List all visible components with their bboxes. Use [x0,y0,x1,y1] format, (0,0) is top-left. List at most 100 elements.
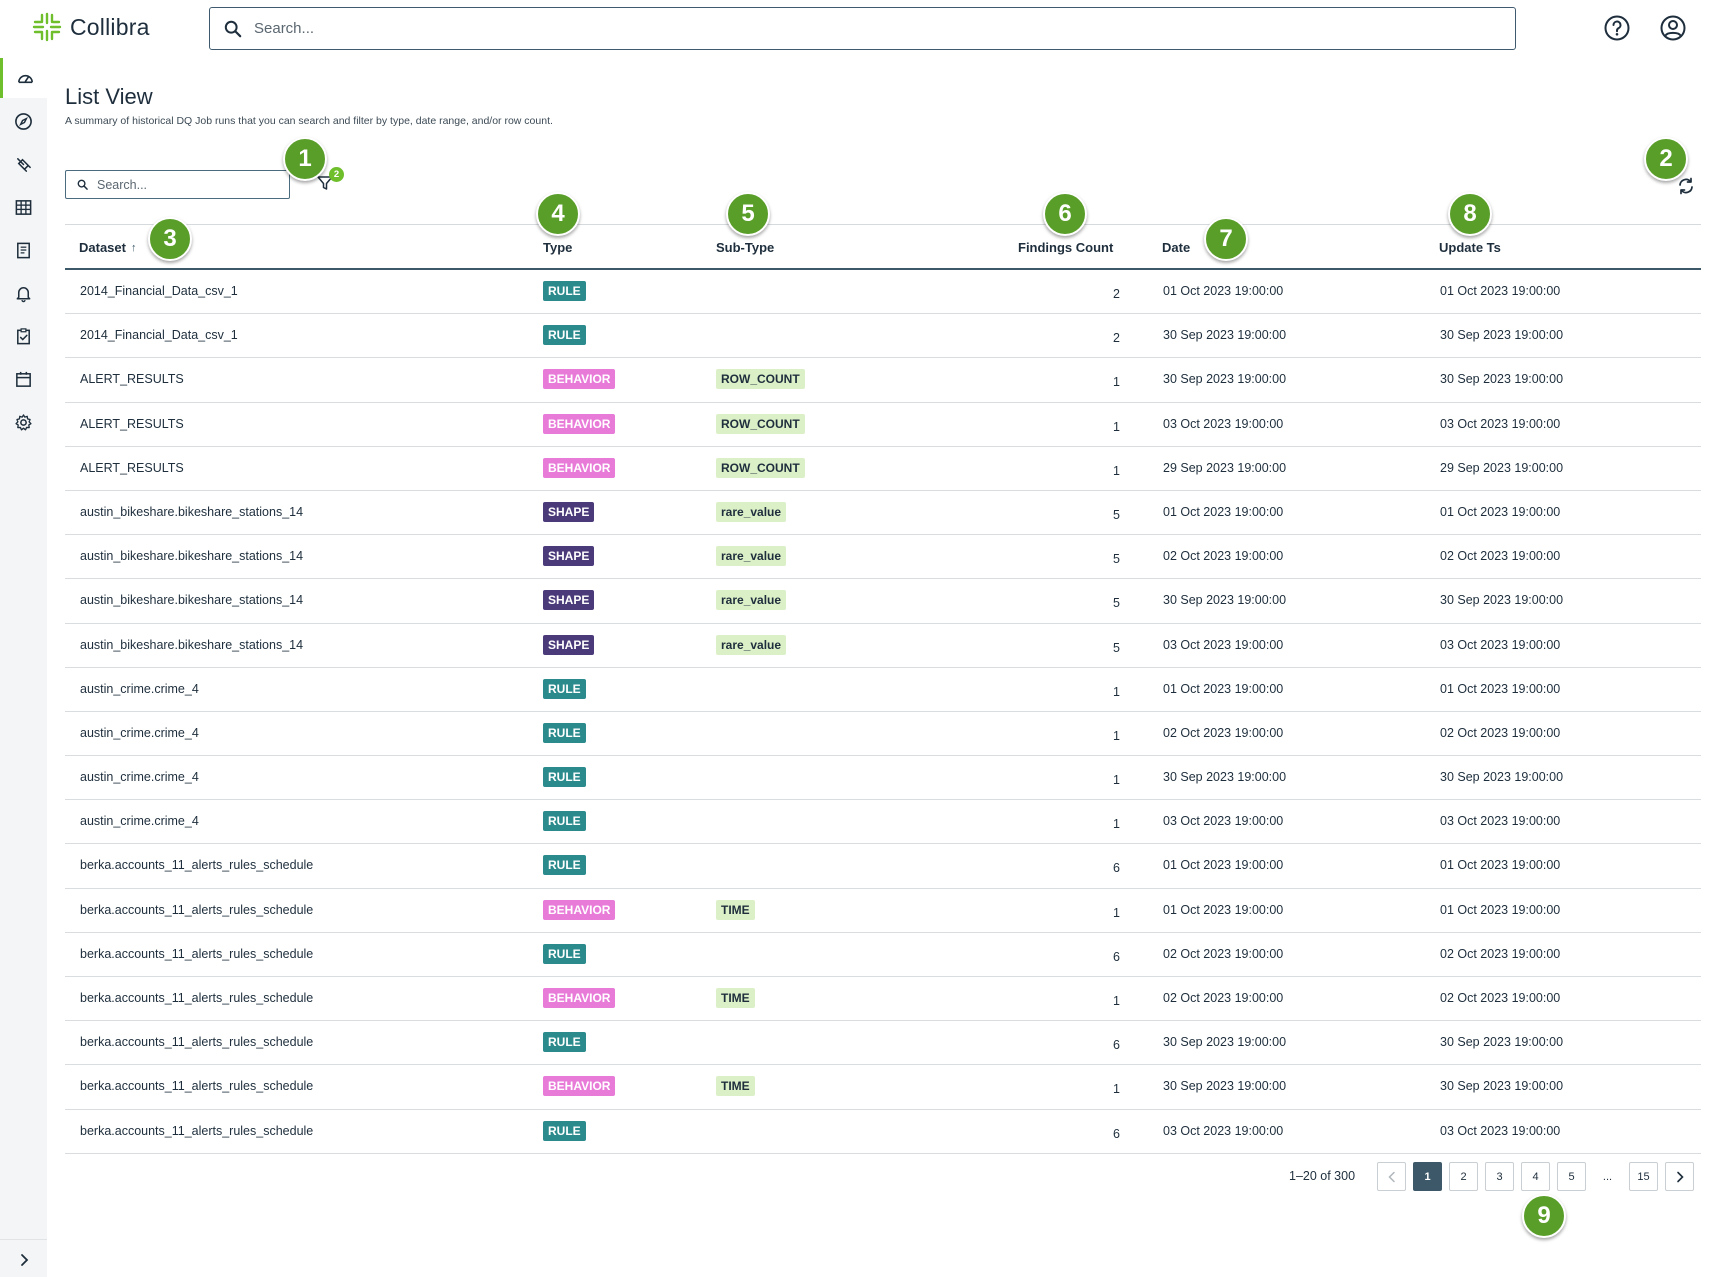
column-header-subtype[interactable]: Sub-Type [716,240,774,255]
page-title: List View [65,84,153,109]
sidebar-item-schedule[interactable] [0,359,47,399]
pagination-page-2[interactable]: 2 [1449,1162,1478,1191]
table-row[interactable]: berka.accounts_11_alerts_rules_schedule R… [65,844,1701,889]
findings-count: 2 [1113,331,1120,346]
update-timestamp: 01 Oct 2023 19:00:00 [1440,284,1561,298]
list-search-input[interactable] [97,177,277,192]
table-row[interactable]: ALERT_RESULTS BEHAVIOR ROW_COUNT 1 03 Oct 20… [65,403,1701,447]
app-name: Collibra [70,13,150,40]
update-timestamp: 30 Sep 2023 19:00:00 [1440,593,1564,608]
pagination-prev-button[interactable] [1377,1162,1406,1191]
table-row[interactable]: berka.accounts_11_alerts_rules_schedule B… [65,889,1701,933]
dataset-link[interactable]: austin_bikeshare.bikeshare_stations_14 [80,593,304,608]
column-header-type[interactable]: Type [543,240,572,255]
dataset-link[interactable]: berka.accounts_11_alerts_rules_schedule [80,858,314,873]
run-date: 30 Sep 2023 19:00:00 [1163,1079,1287,1094]
pagination-page-1[interactable]: 1 [1413,1162,1442,1191]
sidebar-item-catalog[interactable] [0,187,47,227]
dataset-link[interactable]: berka.accounts_11_alerts_rules_schedule [80,991,314,1005]
global-search[interactable] [209,7,1516,50]
sidebar-item-settings[interactable] [0,402,47,442]
sidebar [0,58,47,1277]
account-button[interactable] [1659,14,1687,42]
sidebar-item-alerts[interactable] [0,273,47,313]
table-row[interactable]: berka.accounts_11_alerts_rules_schedule B… [65,977,1701,1022]
dataset-link[interactable]: berka.accounts_11_alerts_rules_schedule [80,1035,314,1050]
dataset-link[interactable]: austin_bikeshare.bikeshare_stations_14 [80,549,304,564]
column-header-dataset[interactable]: Dataset ↑ [79,240,136,255]
column-header-findings-count[interactable]: Findings Count [1018,240,1113,255]
table-row[interactable]: ALERT_RESULTS BEHAVIOR ROW_COUNT 1 30 Sep 20… [65,358,1701,403]
dataset-link[interactable]: austin_bikeshare.bikeshare_stations_14 [80,504,304,519]
table-row[interactable]: austin_crime.crime_4 RULE 1 02 Oct 2023 19:… [65,712,1701,757]
dataset-link[interactable]: berka.accounts_11_alerts_rules_schedule [80,1123,314,1138]
pagination-next-button[interactable] [1665,1162,1694,1191]
table-row[interactable]: austin_bikeshare.bikeshare_stations_14 SH… [65,535,1701,580]
findings-count: 1 [1113,905,1120,920]
table-row[interactable]: austin_bikeshare.bikeshare_stations_14 SH… [65,491,1701,536]
dataset-link[interactable]: austin_crime.crime_4 [80,681,199,696]
dataset-link[interactable]: austin_crime.crime_4 [80,770,199,785]
help-button[interactable] [1603,14,1631,42]
table-row[interactable]: austin_bikeshare.bikeshare_stations_14 SH… [65,624,1701,668]
findings-count: 1 [1113,463,1120,478]
dataset-link[interactable]: ALERT_RESULTS [80,372,184,387]
table-row[interactable]: berka.accounts_11_alerts_rules_schedule R… [65,1110,1701,1154]
search-icon [77,179,88,190]
run-date: 30 Sep 2023 19:00:00 [1163,770,1287,785]
refresh-button[interactable] [1676,176,1698,198]
dataset-link[interactable]: austin_crime.crime_4 [80,814,199,829]
table-row[interactable]: berka.accounts_11_alerts_rules_schedule B… [65,1065,1701,1110]
sidebar-item-connections[interactable] [0,144,47,184]
sidebar-item-explore[interactable] [0,101,47,141]
dataset-link[interactable]: austin_crime.crime_4 [80,725,199,740]
dataset-link[interactable]: berka.accounts_11_alerts_rules_schedule [80,1079,314,1094]
type-badge: SHAPE [543,546,595,567]
run-date: 30 Sep 2023 19:00:00 [1163,372,1287,387]
dataset-link[interactable]: 2014_Financial_Data_csv_1 [80,328,238,343]
update-timestamp: 03 Oct 2023 19:00:00 [1440,814,1561,829]
sidebar-expand-button[interactable] [0,1239,47,1277]
run-date: 02 Oct 2023 19:00:00 [1163,991,1284,1005]
run-date: 03 Oct 2023 19:00:00 [1163,814,1284,829]
update-timestamp: 01 Oct 2023 19:00:00 [1440,858,1561,873]
table-row[interactable]: austin_crime.crime_4 RULE 1 30 Sep 2023 19:… [65,756,1701,801]
dataset-link[interactable]: berka.accounts_11_alerts_rules_schedule [80,902,314,917]
findings-count: 1 [1113,419,1120,434]
table-row[interactable]: austin_crime.crime_4 RULE 1 01 Oct 2023 19:… [65,668,1701,712]
column-header-date[interactable]: Date [1162,240,1190,255]
table-row[interactable]: austin_bikeshare.bikeshare_stations_14 SH… [65,579,1701,624]
pagination-page-5[interactable]: 5 [1557,1162,1586,1191]
run-date: 29 Sep 2023 19:00:00 [1163,460,1287,475]
column-header-update-ts[interactable]: Update Ts [1439,240,1501,255]
global-search-input[interactable] [254,20,1454,37]
dataset-link[interactable]: berka.accounts_11_alerts_rules_schedule [80,946,314,961]
table-row[interactable]: ALERT_RESULTS BEHAVIOR ROW_COUNT 1 29 Sep 20… [65,447,1701,491]
update-timestamp: 30 Sep 2023 19:00:00 [1440,770,1564,785]
sidebar-item-reports[interactable] [0,230,47,270]
findings-count: 6 [1113,861,1120,876]
table-row[interactable]: austin_crime.crime_4 RULE 1 03 Oct 2023 19:… [65,800,1701,845]
type-badge: RULE [543,1120,586,1141]
dataset-link[interactable]: austin_bikeshare.bikeshare_stations_14 [80,637,304,652]
table-row[interactable]: berka.accounts_11_alerts_rules_schedule R… [65,1021,1701,1066]
findings-count: 2 [1113,287,1120,301]
dataset-link[interactable]: 2014_Financial_Data_csv_1 [80,284,238,298]
findings-count: 5 [1113,640,1120,655]
pagination-page-15[interactable]: 15 [1629,1162,1658,1191]
pagination-page-4[interactable]: 4 [1521,1162,1550,1191]
dataset-link[interactable]: ALERT_RESULTS [80,460,184,475]
pagination-page-3[interactable]: 3 [1485,1162,1514,1191]
table-row[interactable]: 2014_Financial_Data_csv_1 RULE 2 01 Oct 202… [65,270,1701,315]
list-search[interactable] [65,170,290,199]
sidebar-item-dashboard[interactable] [0,58,47,98]
table-row[interactable]: 2014_Financial_Data_csv_1 RULE 2 30 Sep 202… [65,314,1701,359]
run-date: 30 Sep 2023 19:00:00 [1163,328,1287,343]
top-bar: Collibra [0,0,1718,58]
sidebar-item-rules[interactable] [0,316,47,356]
table-row[interactable]: berka.accounts_11_alerts_rules_schedule R… [65,933,1701,977]
subtype-badge: rare_value [716,546,787,567]
collibra-logo[interactable]: Collibra [32,10,150,44]
dataset-link[interactable]: ALERT_RESULTS [80,416,184,431]
column-header-label: Findings Count [1018,240,1114,255]
